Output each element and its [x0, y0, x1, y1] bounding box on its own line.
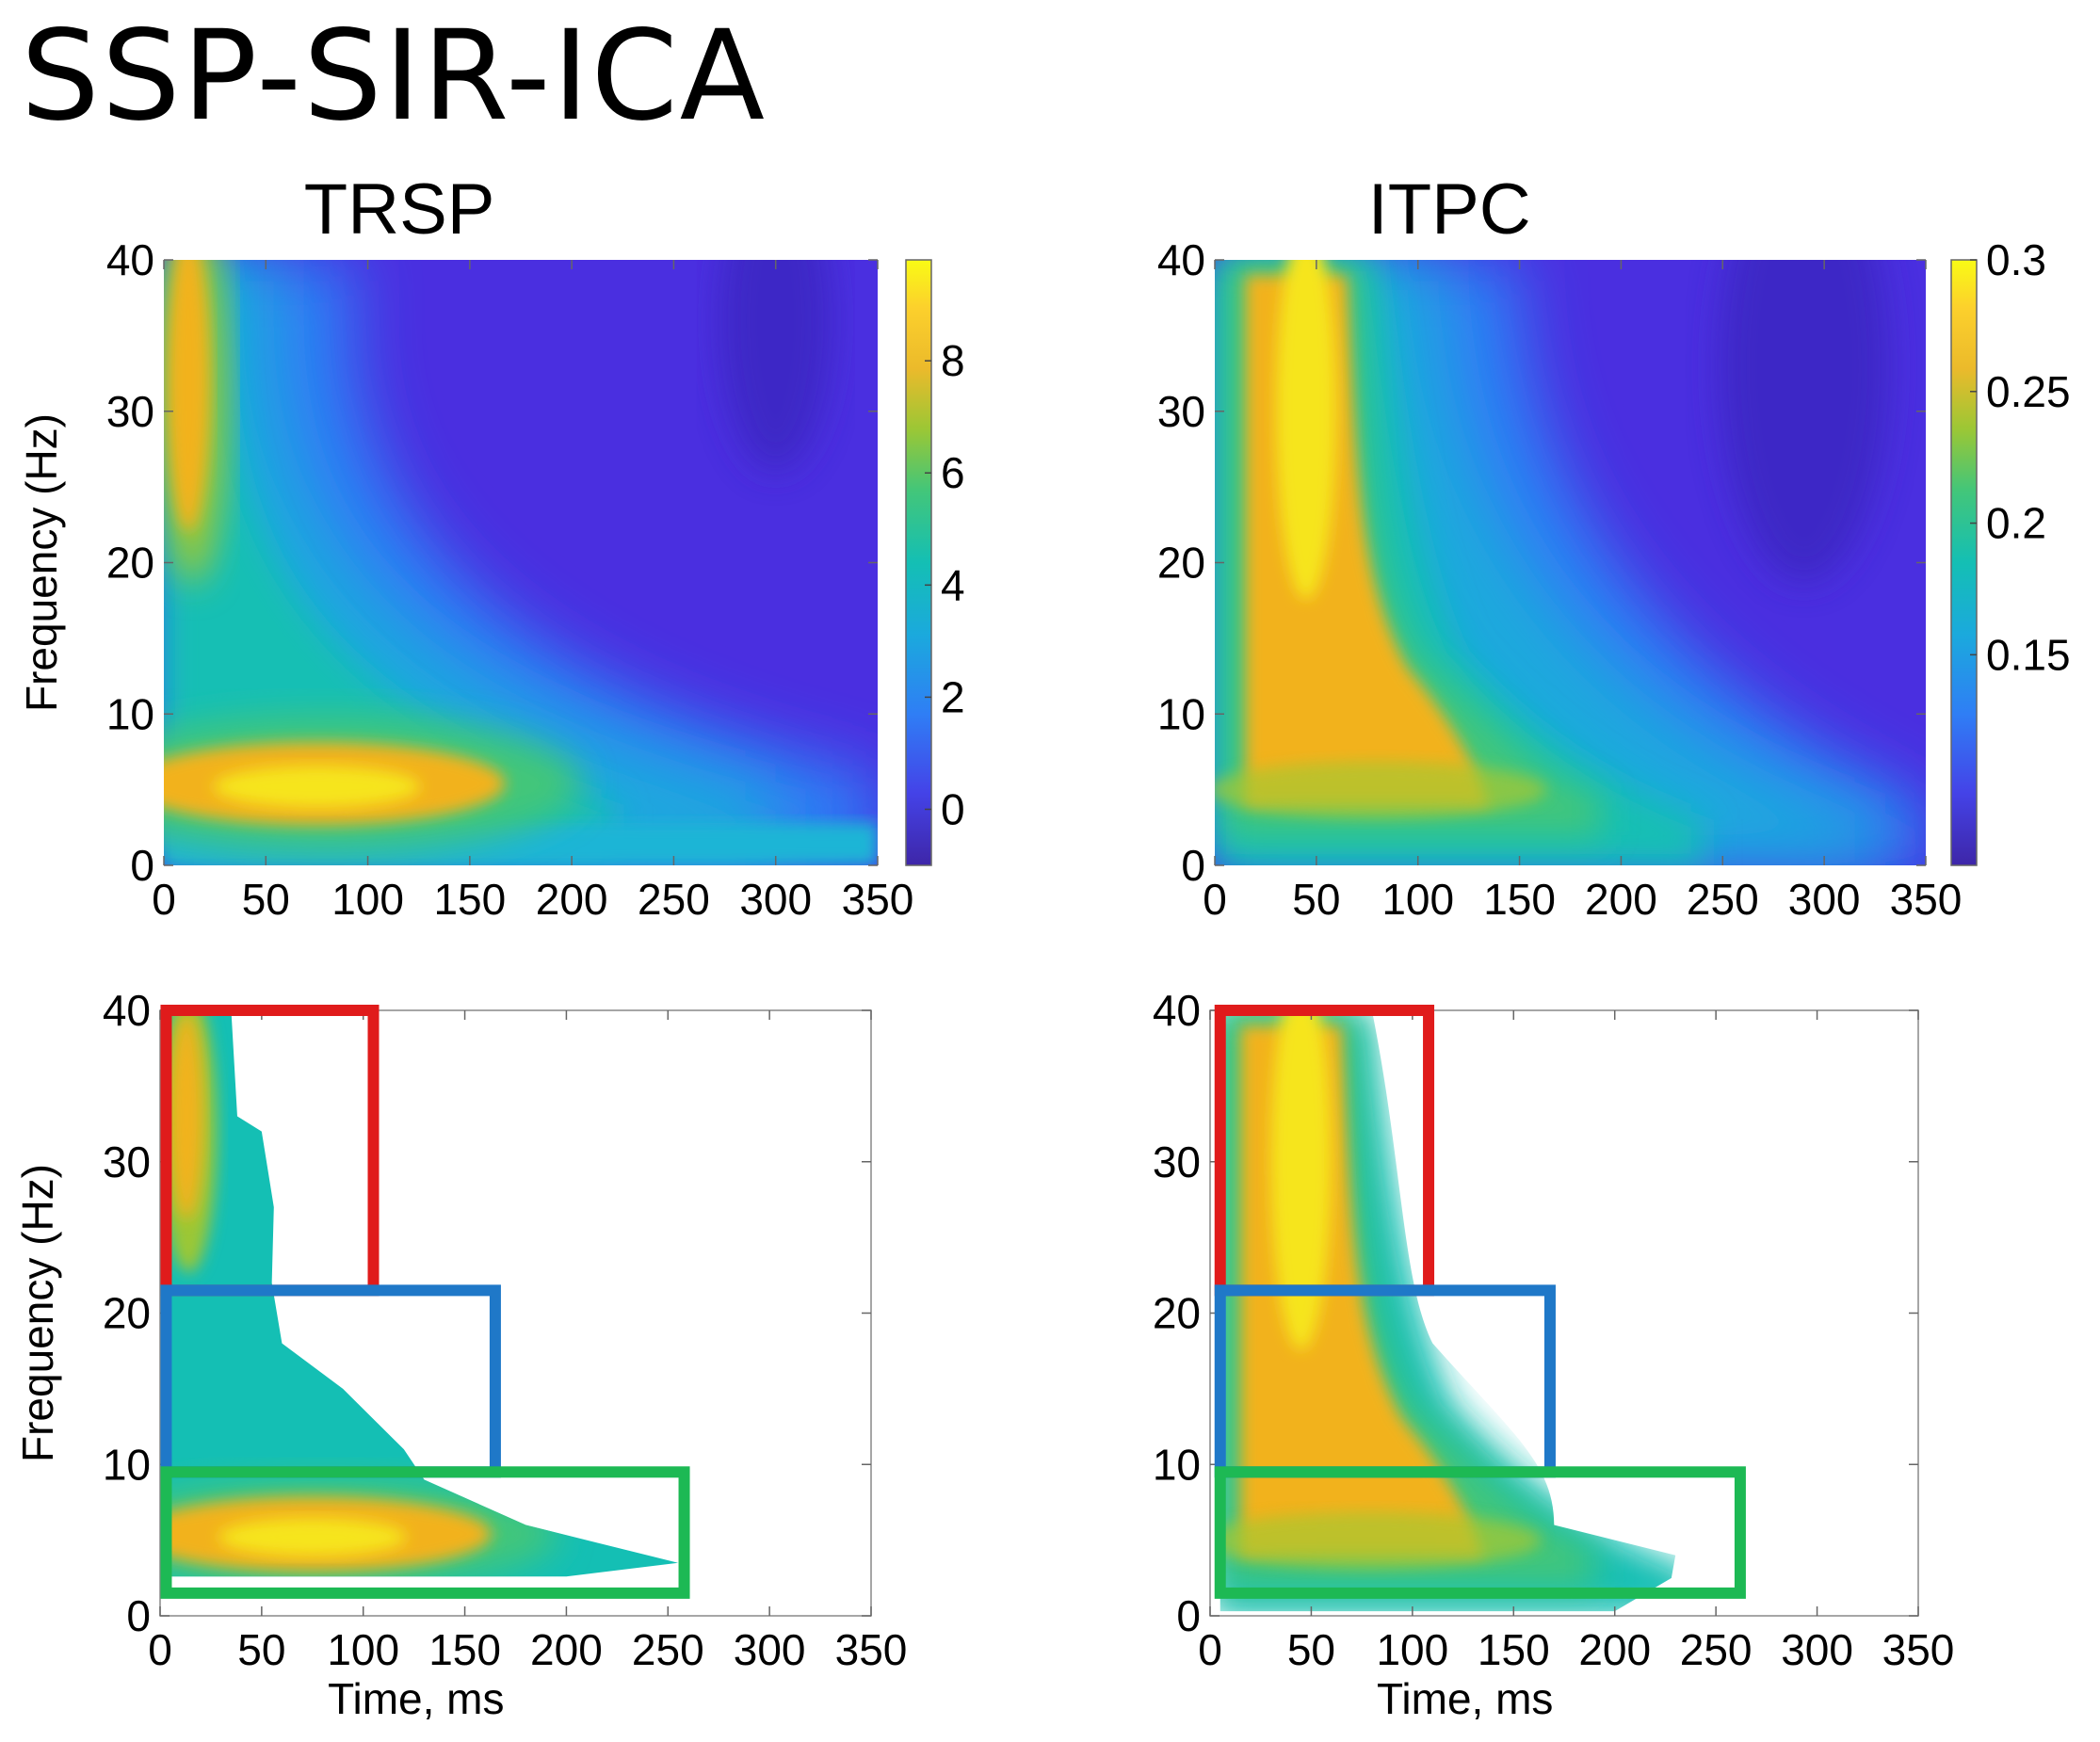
x-tick-label: 150 — [428, 1625, 501, 1674]
y-tick-label: 30 — [106, 387, 154, 436]
colorbar-tick-label: 6 — [941, 448, 965, 497]
x-tick-label: 100 — [1376, 1625, 1448, 1674]
roi-box — [160, 1466, 690, 1599]
y-tick-label: 20 — [106, 539, 154, 588]
itpc-m-heatmap — [1220, 1010, 1676, 1612]
y-tick-label: 10 — [103, 1440, 151, 1489]
trsp-masked-lf-yellow — [218, 1518, 407, 1557]
colorbar-tick-label: 0.3 — [1986, 235, 2046, 284]
x-tick-label: 200 — [530, 1625, 603, 1674]
x-tick-label: 0 — [1203, 875, 1227, 924]
y-tick-label: 0 — [1176, 1591, 1201, 1640]
x-tick-label: 150 — [1478, 1625, 1550, 1674]
x-tick-label: 350 — [1890, 875, 1963, 924]
panel-title: ITPC — [1368, 169, 1531, 250]
trsp-masked-hf-orange — [170, 1012, 204, 1220]
x-tick-label: 100 — [331, 875, 404, 924]
x-axis-label: Time, ms — [1377, 1674, 1553, 1723]
x-tick-label: 100 — [327, 1625, 399, 1674]
itpc-m-lf-band — [1220, 1511, 1542, 1569]
itpc-lf-band — [1215, 761, 1547, 818]
x-tick-label: 300 — [739, 875, 812, 924]
x-tick-label: 150 — [1483, 875, 1556, 924]
x-axis-label: Time, ms — [328, 1674, 504, 1723]
x-tick-label: 250 — [1687, 875, 1759, 924]
x-tick-label: 50 — [1292, 875, 1340, 924]
y-tick-label: 20 — [103, 1289, 151, 1338]
figure-title: SSP-SIR-ICA — [21, 4, 767, 149]
panel-itpc: 0 50 100 150 200 250 300 350 0 10 20 30 40 ITPC 0.15 0.… — [1157, 169, 2071, 924]
x-tick-label: 350 — [842, 875, 914, 924]
y-axis-label: Frequency (Hz) — [17, 413, 66, 712]
trsp-lf-yellow — [213, 766, 421, 808]
colorbar-tick-label: 0.2 — [1986, 499, 2046, 548]
y-tick-label: 10 — [1153, 1440, 1201, 1489]
x-tick-label: 100 — [1381, 875, 1454, 924]
x-tick-label: 150 — [433, 875, 506, 924]
itpc-m-yellow-core — [1270, 1010, 1332, 1350]
colorbar-tick-label: 0 — [941, 784, 965, 833]
colorbar — [905, 259, 932, 866]
x-tick-label: 350 — [1882, 1625, 1955, 1674]
x-tick-label: 350 — [835, 1625, 908, 1674]
x-tick-label: 300 — [1788, 875, 1861, 924]
colorbar-tick-label: 8 — [941, 336, 965, 385]
itpc-heatmap — [1215, 260, 1926, 865]
colorbar-tick-label: 0.25 — [1986, 367, 2071, 416]
y-tick-label: 40 — [103, 986, 151, 1035]
y-tick-label: 20 — [1153, 1289, 1201, 1338]
colorbar — [1950, 259, 1978, 866]
y-tick-label: 30 — [1153, 1137, 1201, 1186]
y-tick-label: 10 — [1157, 689, 1205, 738]
y-axis-label: Frequency (Hz) — [13, 1164, 62, 1462]
panel-itpc-masked: 0 50 100 150 200 250 300 350 0 10 20 30 40 Time, ms — [1153, 986, 1955, 1723]
x-tick-label: 250 — [638, 875, 710, 924]
trsp-teal-band — [164, 260, 613, 850]
x-tick-label: 200 — [1578, 1625, 1651, 1674]
x-tick-label: 50 — [237, 1625, 285, 1674]
y-tick-label: 40 — [1153, 986, 1201, 1035]
roi-box — [1214, 1466, 1746, 1599]
x-tick-label: 50 — [242, 875, 290, 924]
x-tick-label: 0 — [152, 875, 176, 924]
y-tick-label: 40 — [106, 235, 154, 284]
y-tick-label: 20 — [1157, 539, 1205, 588]
x-tick-label: 200 — [1585, 875, 1657, 924]
colorbar-tick-label: 0.15 — [1986, 630, 2071, 679]
trsp-heatmap — [164, 260, 878, 865]
trsp-hf-orange — [167, 260, 209, 532]
x-tick-label: 50 — [1287, 1625, 1335, 1674]
x-tick-label: 200 — [536, 875, 608, 924]
y-tick-label: 0 — [1181, 841, 1205, 890]
x-tick-label: 250 — [1680, 1625, 1753, 1674]
trsp-dark-patch — [719, 260, 832, 472]
y-tick-label: 40 — [1157, 235, 1205, 284]
x-tick-label: 300 — [734, 1625, 806, 1674]
y-tick-label: 30 — [103, 1137, 151, 1186]
x-tick-label: 250 — [632, 1625, 704, 1674]
y-tick-label: 0 — [126, 1591, 151, 1640]
itpc-yellow-core — [1276, 260, 1337, 600]
colorbar-tick-label: 4 — [941, 560, 965, 609]
colorbar-tick-label: 2 — [941, 672, 965, 721]
x-tick-label: 0 — [148, 1625, 172, 1674]
panel-title: TRSP — [304, 169, 495, 250]
panel-trsp-masked: 0 50 100 150 200 250 300 350 0 10 20 30 40 Frequency … — [13, 986, 907, 1723]
itpc-dark-patch — [1719, 260, 1889, 583]
y-tick-label: 30 — [1157, 387, 1205, 436]
y-tick-label: 0 — [130, 841, 154, 890]
x-tick-label: 300 — [1781, 1625, 1853, 1674]
x-tick-label: 0 — [1198, 1625, 1222, 1674]
y-tick-label: 10 — [106, 689, 154, 738]
panel-trsp: 0 50 100 150 200 250 300 350010203040TRSPFreque… — [17, 169, 965, 924]
